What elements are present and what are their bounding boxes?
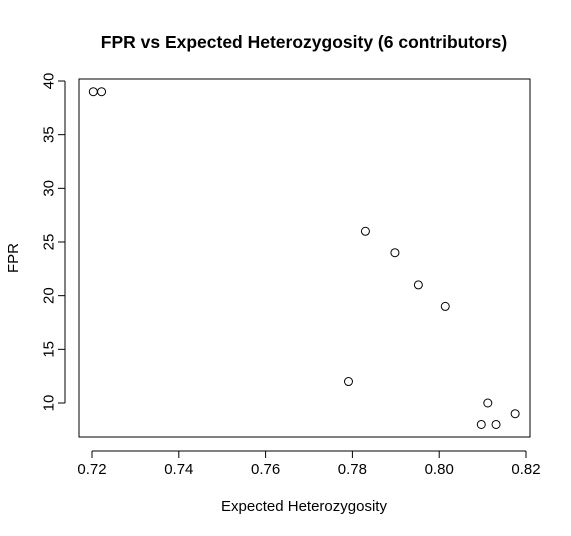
y-tick-label: 35 (41, 126, 58, 143)
x-tick-label: 0.82 (511, 461, 540, 478)
y-tick-label: 10 (41, 395, 58, 412)
x-tick-label: 0.74 (164, 461, 193, 478)
data-point (360, 226, 370, 236)
data-point (491, 419, 501, 429)
y-tick-label: 40 (41, 73, 58, 90)
data-point (440, 301, 450, 311)
y-tick-label: 30 (41, 180, 58, 197)
plot-frame (78, 78, 531, 438)
x-tick-label: 0.72 (77, 461, 106, 478)
y-tick-label: 25 (41, 234, 58, 251)
data-point (390, 248, 400, 258)
x-axis-ticks: 0.72 0.74 0.76 0.78 0.80 0.82 (77, 451, 541, 478)
data-point (88, 87, 98, 97)
y-axis-ticks: 10 15 20 25 30 35 40 (41, 73, 65, 412)
data-point (413, 280, 423, 290)
data-point (476, 419, 486, 429)
data-point (343, 377, 353, 387)
y-tick-label: 20 (41, 287, 58, 304)
data-point (97, 87, 107, 97)
chart-title: FPR vs Expected Heterozygosity (6 contri… (101, 32, 507, 52)
data-points (88, 87, 520, 429)
data-point (510, 409, 520, 419)
data-point (483, 398, 493, 408)
x-tick-label: 0.80 (425, 461, 454, 478)
x-axis-label: Expected Heterozygosity (221, 498, 387, 515)
x-tick-label: 0.76 (251, 461, 280, 478)
y-tick-label: 15 (41, 341, 58, 358)
x-tick-label: 0.78 (338, 461, 367, 478)
y-axis-label: FPR (5, 243, 22, 273)
